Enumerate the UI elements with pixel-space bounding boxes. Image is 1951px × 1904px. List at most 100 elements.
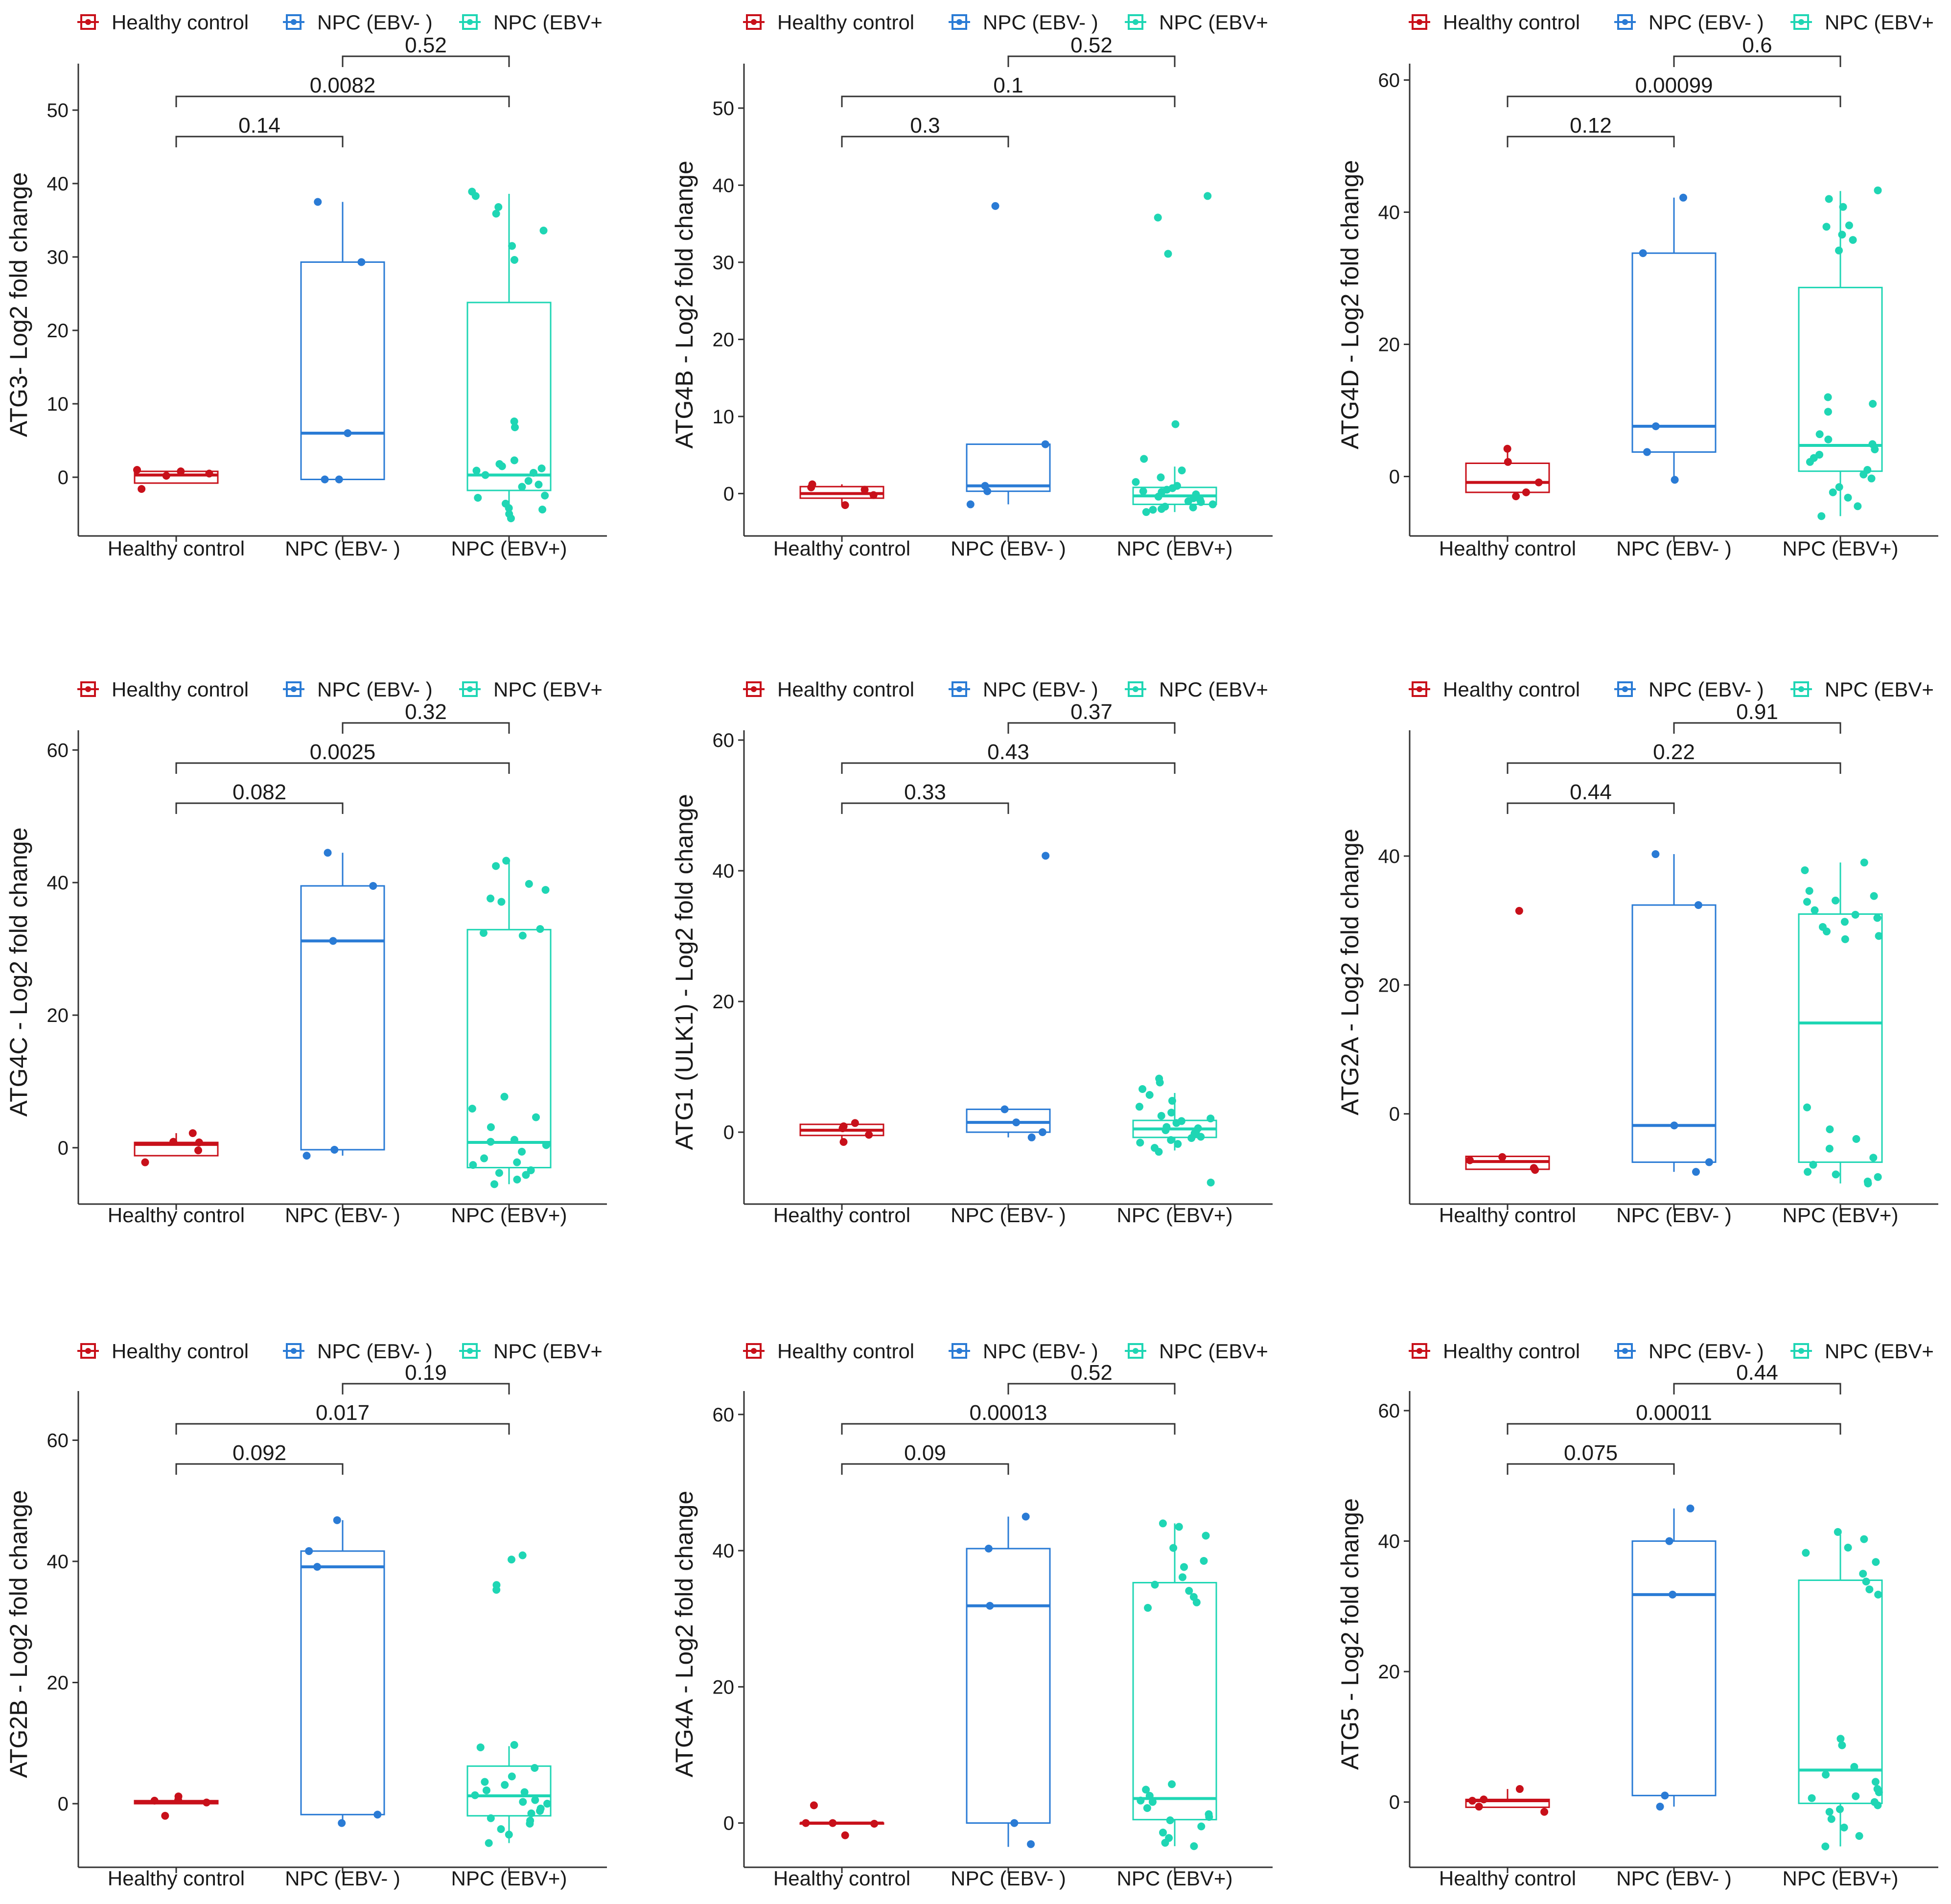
data-point xyxy=(1204,192,1212,200)
data-point xyxy=(519,1798,527,1806)
data-point xyxy=(1824,435,1833,443)
legend-key-dot xyxy=(751,686,757,692)
box-body xyxy=(1465,463,1550,493)
legend-label: Healthy control xyxy=(1443,678,1580,701)
box-body xyxy=(1631,904,1717,1163)
x-tick-label: Healthy control xyxy=(773,537,910,560)
legend-key-box xyxy=(1128,14,1143,30)
legend-key-box xyxy=(1793,14,1809,30)
bracket-line xyxy=(841,136,1009,147)
legend-label: Healthy control xyxy=(777,11,914,34)
data-point xyxy=(481,1778,489,1786)
box-body xyxy=(466,929,552,1169)
box-3 xyxy=(1798,186,1883,520)
data-point xyxy=(1161,1838,1169,1847)
data-point xyxy=(1189,503,1197,511)
data-point xyxy=(1665,1537,1673,1545)
data-point xyxy=(1504,458,1512,466)
legend-label: NPC (EBV- ) xyxy=(983,1340,1098,1363)
bracket-line xyxy=(1007,722,1176,734)
data-point xyxy=(870,1819,879,1828)
legend-label: NPC (EBV+ xyxy=(1825,1340,1934,1363)
legend-label: NPC (EBV+ xyxy=(493,11,603,34)
data-point xyxy=(1832,1170,1840,1179)
data-point xyxy=(1822,928,1831,936)
data-point xyxy=(1824,408,1832,416)
data-point xyxy=(518,1148,526,1156)
data-point xyxy=(1155,1148,1163,1156)
p-value-label: 0.52 xyxy=(1070,1361,1113,1385)
legend-key-box xyxy=(80,14,96,30)
x-tick-label: NPC (EBV- ) xyxy=(1616,537,1732,560)
data-point xyxy=(497,1825,505,1834)
y-tick-label: 0 xyxy=(1389,1104,1400,1125)
data-point xyxy=(1872,1558,1880,1566)
y-tick-label: 40 xyxy=(1378,202,1400,224)
data-point xyxy=(851,1119,859,1127)
x-tick-label: Healthy control xyxy=(108,1204,245,1227)
data-point xyxy=(510,1136,518,1144)
data-point xyxy=(1859,470,1868,479)
data-point xyxy=(529,469,537,477)
data-point xyxy=(1156,1078,1164,1087)
data-point xyxy=(807,483,815,491)
data-point xyxy=(1166,1816,1174,1825)
data-point xyxy=(471,192,480,200)
data-point xyxy=(1208,500,1217,509)
data-point xyxy=(1138,1085,1147,1093)
data-point xyxy=(1135,1103,1143,1111)
p-value-label: 0.3 xyxy=(910,114,940,138)
data-point xyxy=(838,1124,847,1133)
data-point xyxy=(174,1796,183,1804)
data-point xyxy=(1671,476,1679,484)
legend-key-box xyxy=(952,681,967,697)
y-tick-label: 20 xyxy=(713,991,735,1013)
p-value-label: 0.017 xyxy=(316,1401,370,1425)
y-axis-label: ATG4A - Log2 fold change xyxy=(671,1491,698,1778)
data-point xyxy=(1811,906,1819,914)
data-point xyxy=(1810,454,1818,462)
box-body xyxy=(966,443,1051,492)
legend: Healthy control NPC (EBV- ) NPC (EBV+ xyxy=(743,11,1268,34)
box-body xyxy=(1798,1579,1883,1804)
y-axis-label: ATG4D - Log2 fold change xyxy=(1336,160,1364,449)
data-point xyxy=(335,475,343,484)
legend-key-dot xyxy=(1417,19,1422,25)
data-point xyxy=(1651,850,1660,859)
data-point xyxy=(1826,1125,1834,1134)
data-point xyxy=(536,925,544,933)
box-1 xyxy=(134,1792,219,1820)
p-value-label: 0.00011 xyxy=(1636,1401,1712,1425)
data-point xyxy=(1139,487,1147,495)
data-point xyxy=(1670,1121,1678,1130)
box-3 xyxy=(466,857,552,1188)
data-point xyxy=(1865,1585,1874,1594)
comparison-bracket: 0.33 xyxy=(841,780,1009,814)
legend-key-box xyxy=(1793,1343,1809,1359)
y-tick-label: 10 xyxy=(47,394,69,415)
legend-label: NPC (EBV+ xyxy=(493,1340,603,1363)
p-value-label: 0.32 xyxy=(405,700,447,724)
data-point xyxy=(1145,1791,1154,1800)
chart-panel-atg4a: Healthy control NPC (EBV- ) NPC (EBV+ 0 20 40… xyxy=(671,1340,1273,1890)
data-point xyxy=(1142,1786,1150,1794)
y-tick-label: 60 xyxy=(1378,1400,1400,1422)
legend-key-dot xyxy=(751,19,757,25)
p-value-label: 0.43 xyxy=(987,740,1029,764)
data-point xyxy=(487,1138,495,1146)
data-point xyxy=(1475,1803,1483,1811)
data-point xyxy=(1822,223,1831,231)
data-point xyxy=(537,464,546,472)
data-point xyxy=(1157,505,1165,513)
data-point xyxy=(1503,444,1511,453)
bracket-line xyxy=(1507,1463,1675,1475)
data-point xyxy=(538,506,547,513)
data-point xyxy=(518,1551,527,1559)
data-point xyxy=(1149,506,1157,514)
data-point xyxy=(841,1831,849,1839)
x-tick-label: Healthy control xyxy=(1439,1867,1576,1890)
data-point xyxy=(1860,859,1868,867)
data-point xyxy=(1849,236,1857,244)
data-point xyxy=(329,937,337,945)
y-tick-label: 40 xyxy=(47,173,69,195)
